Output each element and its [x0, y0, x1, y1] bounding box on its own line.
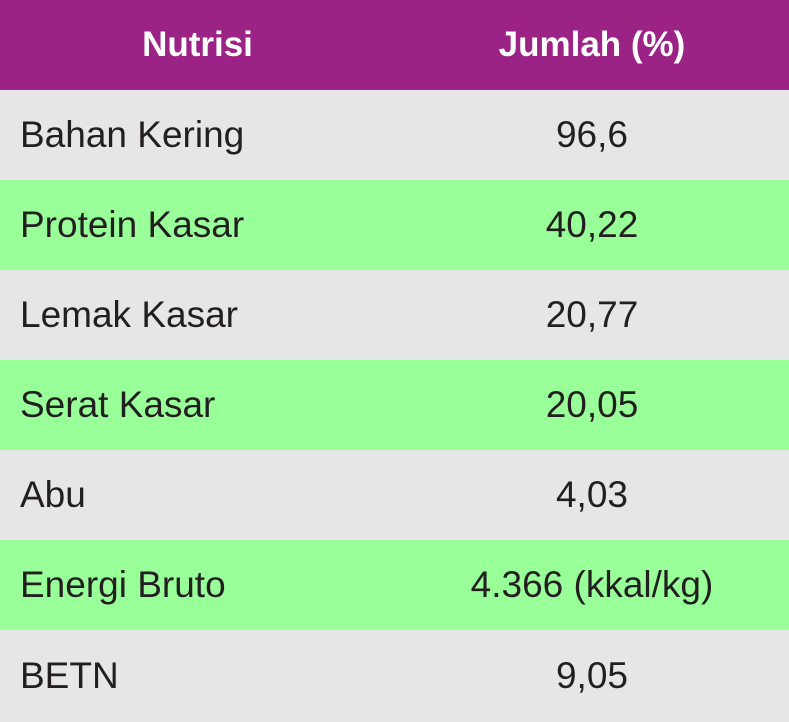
nutrient-amount: 9,05: [555, 655, 628, 696]
header-nutrisi: Nutrisi: [142, 25, 253, 64]
header-jumlah: Jumlah (%): [498, 25, 686, 64]
nutrient-name: Abu: [20, 474, 86, 515]
nutrient-name: BETN: [20, 655, 119, 696]
nutrient-name: Protein Kasar: [20, 204, 245, 245]
nutrient-amount: 4.366 (kkal/kg): [470, 564, 714, 605]
table-row: Lemak Kasar 20,77: [0, 270, 789, 360]
table-row: Bahan Kering 96,6: [0, 90, 789, 180]
table-row: Abu 4,03: [0, 450, 789, 540]
table-row: Protein Kasar 40,22: [0, 180, 789, 270]
table-header: Nutrisi Jumlah (%): [0, 0, 789, 90]
table-row: Energi Bruto 4.366 (kkal/kg): [0, 540, 789, 630]
nutrient-name: Energi Bruto: [20, 564, 226, 605]
nutrient-name: Serat Kasar: [20, 384, 216, 425]
nutrient-amount: 20,77: [545, 294, 639, 335]
nutrient-name: Bahan Kering: [20, 114, 245, 155]
nutrient-amount: 96,6: [555, 114, 628, 155]
nutrient-amount: 20,05: [545, 384, 639, 425]
nutrient-amount: 40,22: [545, 204, 639, 245]
nutrient-name: Lemak Kasar: [20, 294, 238, 335]
table-row: BETN 9,05: [0, 630, 789, 722]
table-row: Serat Kasar 20,05: [0, 360, 789, 450]
nutrient-amount: 4,03: [555, 474, 628, 515]
